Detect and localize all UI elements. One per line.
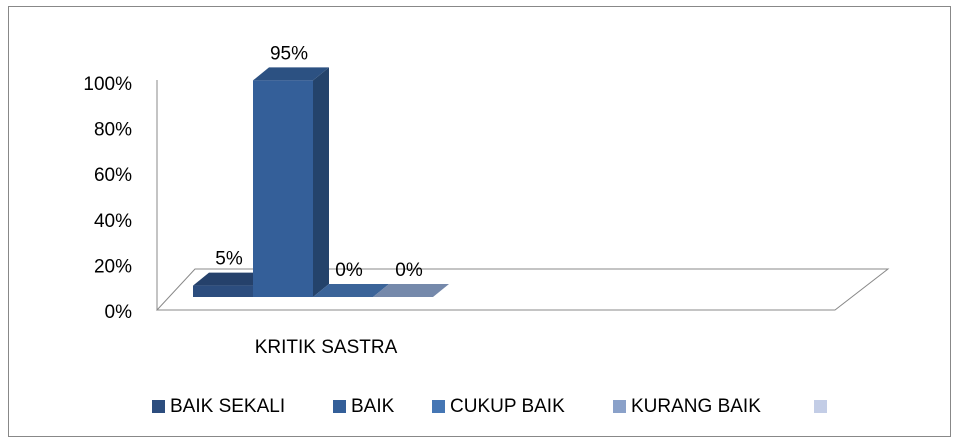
legend-swatch	[152, 400, 165, 413]
y-tick-label: 100%	[83, 74, 132, 95]
legend-label: BAIK SEKALI	[170, 396, 285, 417]
chart-border	[8, 6, 951, 437]
bar-top	[373, 284, 449, 297]
data-label: 95%	[270, 43, 308, 64]
legend-label: KURANG BAIK	[631, 396, 761, 417]
data-label: 0%	[395, 260, 423, 281]
legend-swatch	[333, 400, 346, 413]
legend-label: CUKUP BAIK	[450, 396, 565, 417]
data-label: 0%	[335, 260, 363, 281]
y-tick-label: 0%	[105, 302, 133, 323]
y-tick-label: 40%	[94, 211, 132, 232]
bar	[253, 80, 313, 298]
y-tick-label: 80%	[94, 120, 132, 141]
legend-label: BAIK	[351, 396, 395, 417]
legend-swatch	[613, 400, 626, 413]
data-label: 5%	[215, 249, 243, 270]
bar-top	[253, 67, 329, 81]
bar-top	[313, 284, 389, 297]
y-tick-label: 60%	[94, 165, 132, 186]
floor	[155, 268, 890, 311]
y-tick-label: 20%	[94, 256, 132, 277]
bar	[193, 285, 253, 297]
x-tick-label: KRITIK SASTRA	[255, 337, 398, 358]
bar-top	[193, 272, 269, 286]
legend-swatch	[814, 400, 827, 413]
bar-side	[313, 67, 329, 298]
legend-swatch	[432, 400, 445, 413]
